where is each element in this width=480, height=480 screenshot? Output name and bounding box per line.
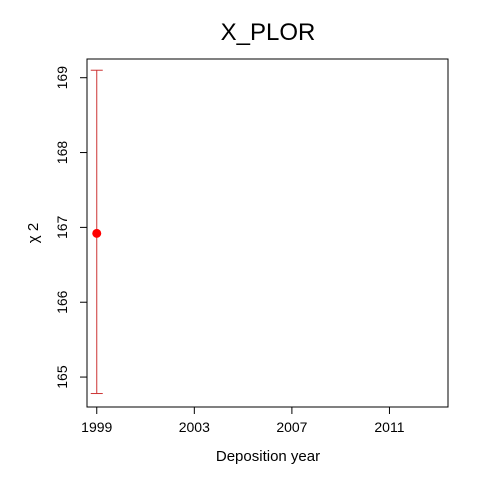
plot-frame	[86, 58, 449, 408]
y-tick-label: 166	[54, 290, 70, 314]
x-tick-label: 2011	[374, 419, 404, 435]
y-axis: 165 166 167 168 169	[54, 66, 88, 389]
y-tick-label: 165	[54, 365, 70, 389]
y-axis-label: χ 2	[25, 223, 42, 243]
data-marks	[90, 69, 103, 395]
data-point	[92, 228, 102, 238]
x-tick-label: 2003	[179, 419, 210, 435]
y-tick-label: 169	[54, 66, 70, 90]
x-tick-label: 2007	[276, 419, 307, 435]
y-tick-label: 168	[54, 141, 70, 165]
chart-title: X_PLOR	[221, 19, 316, 46]
x-axis-label: Deposition year	[216, 448, 320, 465]
x-tick-label: 1999	[81, 419, 112, 435]
y-tick-label: 167	[54, 215, 70, 239]
x-axis: 1999 2003 2007 2011	[81, 406, 405, 435]
